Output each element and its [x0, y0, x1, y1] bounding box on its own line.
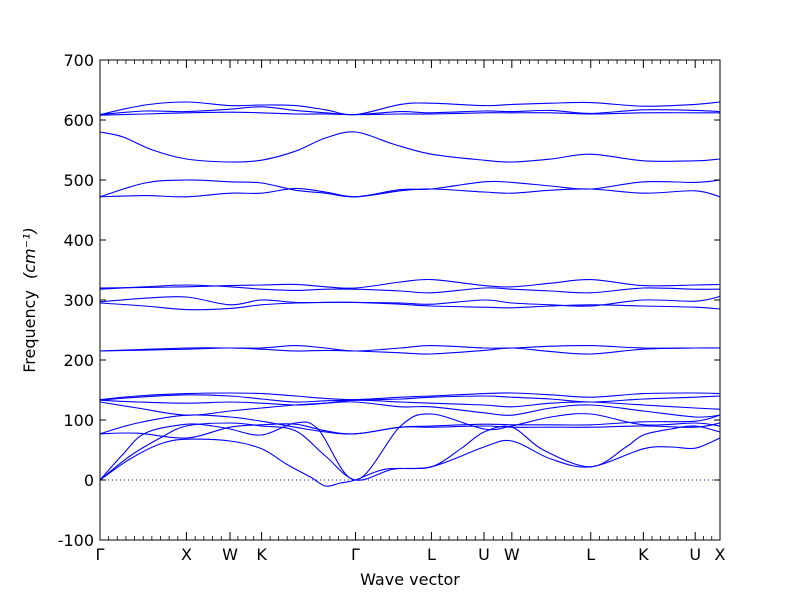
x-tick-label: L	[427, 545, 436, 564]
x-tick-label: U	[689, 545, 701, 564]
x-tick-label: K	[638, 545, 649, 564]
bands-layer	[100, 101, 720, 487]
y-tick-label: 400	[63, 231, 94, 250]
y-tick-label: 600	[63, 111, 94, 130]
band-line-17	[100, 179, 720, 198]
band-line-20	[100, 106, 720, 116]
band-line-1	[100, 437, 720, 487]
band-line-18	[100, 131, 720, 163]
x-tick-label: W	[222, 545, 238, 564]
y-tick-label: 500	[63, 171, 94, 190]
x-tick-label: K	[256, 545, 267, 564]
band-line-15	[100, 278, 720, 289]
band-line-6	[100, 401, 720, 418]
band-line-21	[100, 101, 720, 116]
y-tick-label: 300	[63, 291, 94, 310]
y-tick-label: -100	[58, 531, 94, 550]
x-tick-label: X	[181, 545, 192, 564]
y-axis-ticks: -100 0 100 200 300 400 500 600 700	[58, 51, 720, 550]
y-tick-label: 100	[63, 411, 94, 430]
y-tick-label: 700	[63, 51, 94, 70]
x-tick-label: Γ	[96, 545, 105, 564]
y-axis-label: Frequency (cm⁻¹)	[20, 227, 39, 372]
y-tick-label: 0	[84, 471, 94, 490]
x-axis-label: Wave vector	[360, 570, 460, 589]
band-line-5	[100, 414, 720, 435]
x-tick-label: L	[586, 545, 595, 564]
band-line-3	[100, 413, 720, 481]
band-line-9	[100, 392, 720, 401]
x-tick-label: X	[715, 545, 726, 564]
x-tick-label: W	[504, 545, 520, 564]
band-line-11	[100, 344, 720, 352]
band-line-7	[100, 399, 720, 410]
x-tick-label: U	[478, 545, 490, 564]
y-axis-unit: (cm⁻¹)	[20, 227, 39, 279]
band-line-19	[100, 111, 720, 116]
x-tick-label: Γ	[351, 545, 360, 564]
band-line-8	[100, 394, 720, 403]
band-line-16	[100, 187, 720, 198]
y-axis-label-text: Frequency	[20, 290, 39, 373]
band-line-13	[100, 301, 720, 311]
y-tick-label: 200	[63, 351, 94, 370]
band-line-10	[100, 347, 720, 355]
band-line-2	[100, 422, 720, 481]
